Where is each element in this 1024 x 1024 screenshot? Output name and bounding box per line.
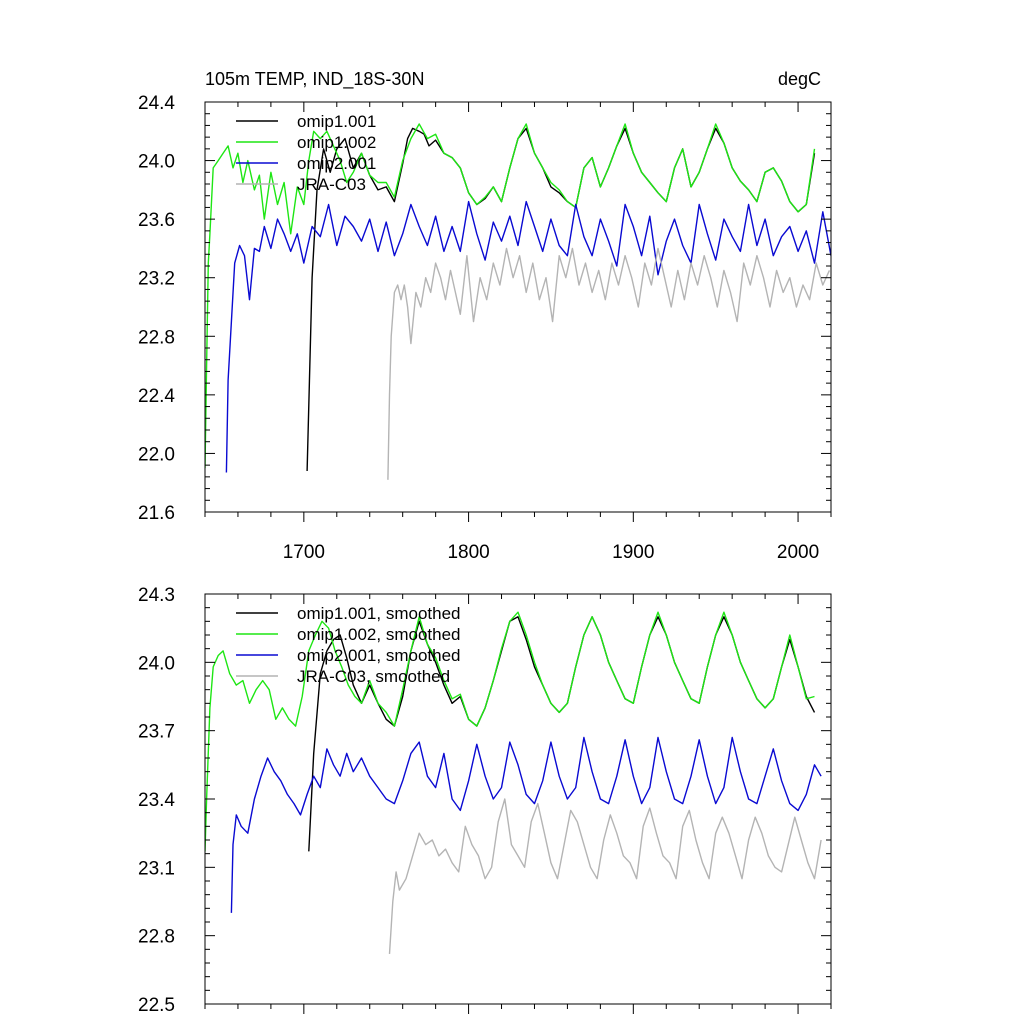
series-line-0-3 bbox=[387, 247, 831, 480]
x-tick-label: 1800 bbox=[447, 542, 489, 563]
x-tick-label: 2000 bbox=[777, 542, 819, 563]
series-line-0-1 bbox=[205, 123, 816, 469]
y-tick-label: 23.4 bbox=[138, 790, 175, 811]
series-line-1-1 bbox=[205, 611, 815, 852]
series-line-0-0 bbox=[306, 127, 816, 472]
y-tick-label: 24.0 bbox=[138, 152, 175, 173]
y-tick-label: 23.2 bbox=[138, 269, 175, 290]
legend: omip1.001 omip1.002 omip2.001 JRA-C03 bbox=[236, 112, 376, 194]
legend-label: omip1.002 bbox=[297, 133, 376, 152]
bottom-panel: 22.5 22.8 23.1 23.4 23.7 24.0 24.3 omip1.001, s… bbox=[138, 585, 832, 1016]
y-tick-label: 23.7 bbox=[138, 722, 175, 743]
x-tick-label: 1900 bbox=[612, 542, 654, 563]
y-tick-label: 22.8 bbox=[138, 327, 175, 348]
y-tick-label: 23.6 bbox=[138, 210, 175, 231]
legend-label: omip1.001, smoothed bbox=[297, 604, 461, 623]
y-tick-label: 24.3 bbox=[138, 585, 175, 606]
legend: omip1.001, smoothed omip1.002, smoothed om… bbox=[236, 604, 461, 686]
y-tick-label: 22.4 bbox=[138, 386, 175, 407]
series-line-1-2 bbox=[230, 736, 822, 913]
legend-label: JRA-C03, smoothed bbox=[297, 667, 450, 686]
y-tick-label: 22.0 bbox=[138, 444, 175, 465]
plot-frame bbox=[204, 101, 832, 513]
legend-label: JRA-C03 bbox=[297, 175, 366, 194]
y-tick-label: 21.6 bbox=[138, 503, 175, 524]
y-tick-label: 22.8 bbox=[138, 927, 175, 948]
series-line-0-2 bbox=[225, 200, 831, 473]
legend-label: omip1.002, smoothed bbox=[297, 625, 461, 644]
x-tick-label: 1700 bbox=[283, 542, 325, 563]
y-tick-label: 23.1 bbox=[138, 858, 175, 879]
y-tick-label: 22.5 bbox=[138, 995, 175, 1016]
y-tick-label: 24.0 bbox=[138, 653, 175, 674]
top-panel: 21.6 22.0 22.4 22.8 23.2 23.6 24.0 24.4 1700 1800… bbox=[138, 69, 832, 563]
series-line-1-3 bbox=[388, 798, 822, 954]
legend-label: omip2.001 bbox=[297, 154, 376, 173]
legend-label: omip2.001, smoothed bbox=[297, 646, 461, 665]
y-tick-label: 24.4 bbox=[138, 93, 175, 114]
legend-label: omip1.001 bbox=[297, 112, 376, 131]
chart-title: 105m TEMP, IND_18S-30N bbox=[205, 69, 424, 90]
units-label: degC bbox=[778, 69, 821, 89]
